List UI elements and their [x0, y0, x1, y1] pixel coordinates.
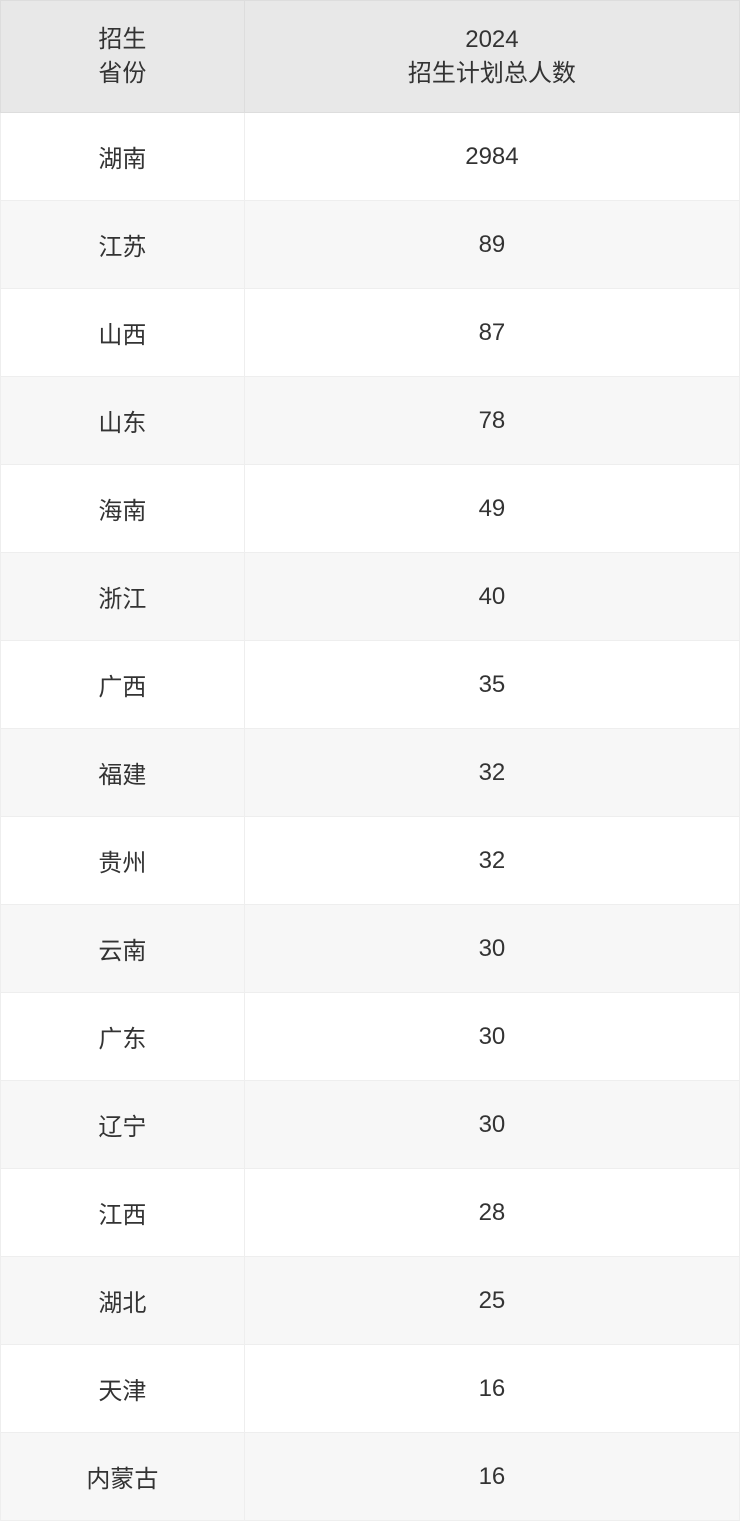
cell-province: 湖南 — [1, 113, 245, 201]
table-row: 山东78 — [1, 377, 740, 465]
cell-province: 云南 — [1, 905, 245, 993]
cell-province: 广西 — [1, 641, 245, 729]
cell-province: 天津 — [1, 1345, 245, 1433]
table-row: 天津16 — [1, 1345, 740, 1433]
header-province-line1: 招生 — [98, 26, 146, 53]
header-count-line2: 招生计划总人数 — [408, 60, 576, 87]
cell-count: 40 — [244, 553, 739, 641]
cell-count: 49 — [244, 465, 739, 553]
cell-count: 89 — [244, 201, 739, 289]
header-count-line1: 2024 — [465, 26, 518, 53]
cell-province: 海南 — [1, 465, 245, 553]
table-row: 海南49 — [1, 465, 740, 553]
table-row: 浙江40 — [1, 553, 740, 641]
table-row: 山西87 — [1, 289, 740, 377]
cell-province: 广东 — [1, 993, 245, 1081]
cell-count: 30 — [244, 905, 739, 993]
table-header-row: 招生 省份 2024 招生计划总人数 — [1, 1, 740, 113]
table-row: 云南30 — [1, 905, 740, 993]
cell-province: 辽宁 — [1, 1081, 245, 1169]
header-province: 招生 省份 — [1, 1, 245, 113]
cell-province: 浙江 — [1, 553, 245, 641]
cell-count: 16 — [244, 1433, 739, 1521]
cell-province: 内蒙古 — [1, 1433, 245, 1521]
cell-province: 湖北 — [1, 1257, 245, 1345]
table-row: 湖南2984 — [1, 113, 740, 201]
table-row: 湖北25 — [1, 1257, 740, 1345]
cell-count: 87 — [244, 289, 739, 377]
cell-province: 江苏 — [1, 201, 245, 289]
cell-count: 30 — [244, 1081, 739, 1169]
cell-province: 江西 — [1, 1169, 245, 1257]
table-row: 江苏89 — [1, 201, 740, 289]
table-row: 江西28 — [1, 1169, 740, 1257]
cell-province: 贵州 — [1, 817, 245, 905]
header-province-line2: 省份 — [98, 60, 146, 87]
table-row: 内蒙古16 — [1, 1433, 740, 1521]
cell-count: 78 — [244, 377, 739, 465]
enrollment-table: 招生 省份 2024 招生计划总人数 湖南2984江苏89山西87山东78海南4… — [0, 0, 740, 1521]
cell-count: 32 — [244, 817, 739, 905]
cell-province: 福建 — [1, 729, 245, 817]
cell-count: 16 — [244, 1345, 739, 1433]
cell-count: 25 — [244, 1257, 739, 1345]
cell-count: 35 — [244, 641, 739, 729]
cell-province: 山东 — [1, 377, 245, 465]
table-row: 广西35 — [1, 641, 740, 729]
header-count: 2024 招生计划总人数 — [244, 1, 739, 113]
table-row: 辽宁30 — [1, 1081, 740, 1169]
cell-count: 30 — [244, 993, 739, 1081]
cell-count: 32 — [244, 729, 739, 817]
cell-count: 28 — [244, 1169, 739, 1257]
cell-count: 2984 — [244, 113, 739, 201]
table-row: 广东30 — [1, 993, 740, 1081]
table-row: 贵州32 — [1, 817, 740, 905]
table-body: 湖南2984江苏89山西87山东78海南49浙江40广西35福建32贵州32云南… — [1, 113, 740, 1521]
table-row: 福建32 — [1, 729, 740, 817]
cell-province: 山西 — [1, 289, 245, 377]
